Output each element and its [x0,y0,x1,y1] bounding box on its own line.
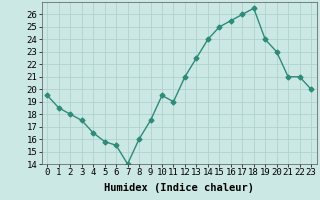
X-axis label: Humidex (Indice chaleur): Humidex (Indice chaleur) [104,183,254,193]
